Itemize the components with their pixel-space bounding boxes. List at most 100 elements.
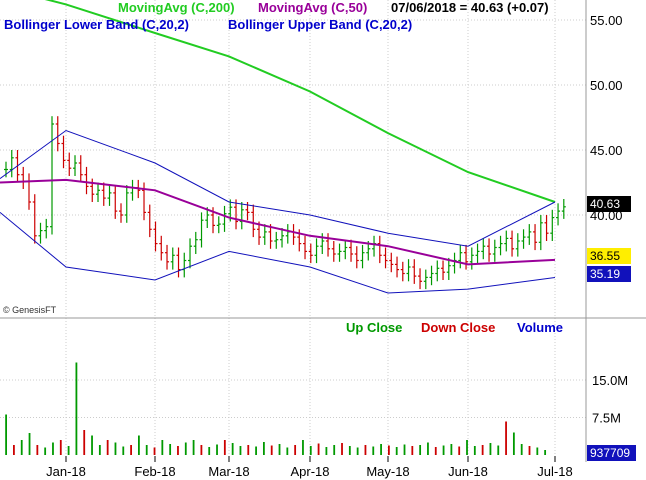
up-candle xyxy=(550,209,555,241)
up-candle xyxy=(38,222,43,244)
down-candle xyxy=(268,224,273,249)
volume-bar xyxy=(544,450,547,455)
down-candle xyxy=(354,246,359,269)
down-candle xyxy=(67,152,72,176)
volume-bar xyxy=(247,445,250,455)
down-candle xyxy=(84,166,89,195)
legend-down-close: Down Close xyxy=(421,320,496,335)
up-candle xyxy=(406,259,411,282)
volume-bar xyxy=(138,435,140,455)
volume-bar xyxy=(200,445,203,455)
down-candle xyxy=(153,221,158,252)
credit-label: © GenesisFT xyxy=(3,305,57,315)
up-candle xyxy=(521,229,526,249)
volume-bar xyxy=(153,447,156,455)
volume-bar xyxy=(372,446,375,455)
volume-bar xyxy=(505,421,507,455)
up-candle xyxy=(446,257,451,280)
down-candle xyxy=(395,256,400,278)
down-candle xyxy=(257,221,262,245)
indicator-lines xyxy=(0,0,556,294)
volume-bar xyxy=(114,442,117,455)
volume-bar xyxy=(13,445,15,455)
volume-bar xyxy=(59,440,62,455)
legend-ma50: MovingAvg (C,50) xyxy=(258,0,368,15)
volume-bar xyxy=(364,445,367,455)
month-tick-label: Feb-18 xyxy=(134,464,175,479)
price-tick-label: 45.00 xyxy=(590,143,623,158)
legend-ma200: MovingAvg (C,200) xyxy=(118,0,235,15)
volume-bars xyxy=(5,362,547,455)
up-candle xyxy=(285,224,290,244)
volume-bar xyxy=(192,440,195,455)
volume-bar xyxy=(262,442,265,455)
up-candle xyxy=(337,243,342,262)
month-tick-label: May-18 xyxy=(366,464,409,479)
volume-bar xyxy=(98,445,101,455)
up-candle xyxy=(435,260,440,282)
volume-bar xyxy=(44,447,47,455)
volume-bar xyxy=(356,447,359,455)
down-candle xyxy=(510,230,515,257)
up-candle xyxy=(73,155,78,176)
up-candle xyxy=(216,216,221,234)
bollinger-lower-line xyxy=(0,212,556,294)
up-candle xyxy=(9,150,14,178)
down-candle xyxy=(159,235,164,261)
up-candle xyxy=(124,185,129,223)
volume-bar xyxy=(333,445,336,455)
down-candle xyxy=(441,260,446,280)
up-candle xyxy=(280,228,285,248)
volume-bar xyxy=(450,444,453,455)
volume-bar xyxy=(520,444,523,455)
volume-bar xyxy=(481,445,484,455)
volume-bar xyxy=(184,442,187,455)
volume-bar xyxy=(28,433,31,455)
up-candle xyxy=(50,116,55,235)
month-tick-label: Mar-18 xyxy=(208,464,249,479)
month-tick-label: Apr-18 xyxy=(290,464,329,479)
up-candle xyxy=(193,231,198,254)
volume-bar xyxy=(83,430,86,455)
down-candle xyxy=(303,235,308,260)
volume-bar xyxy=(5,414,7,455)
volume-bar xyxy=(427,442,429,455)
month-tick-label: Jul-18 xyxy=(537,464,572,479)
down-candle xyxy=(61,135,66,169)
volume-bar xyxy=(380,444,382,455)
volume-bar xyxy=(536,447,539,455)
volume-bar xyxy=(239,446,242,455)
volume-bar xyxy=(466,440,468,455)
up-candle xyxy=(199,212,204,248)
up-candle xyxy=(96,182,101,202)
down-candle xyxy=(55,116,60,152)
down-candle xyxy=(176,247,181,278)
up-candle xyxy=(239,202,244,230)
down-candle xyxy=(533,224,538,251)
volume-bar xyxy=(473,446,476,455)
up-candle xyxy=(423,269,428,290)
up-candle xyxy=(343,239,348,260)
volume-bar xyxy=(309,446,312,455)
volume-bar xyxy=(434,447,437,455)
up-candle xyxy=(314,238,319,264)
volume-bar xyxy=(122,446,125,455)
volume-bar xyxy=(216,444,218,455)
volume-bar xyxy=(161,440,164,455)
up-candle xyxy=(182,252,187,278)
up-candle xyxy=(469,247,474,270)
volume-bar xyxy=(177,446,179,455)
volume-bar xyxy=(208,447,211,455)
volume-bar xyxy=(419,445,422,455)
down-candle xyxy=(349,239,354,262)
up-candle xyxy=(130,179,135,201)
down-candle xyxy=(326,233,331,257)
volume-bar xyxy=(231,443,234,455)
up-candle xyxy=(262,224,267,245)
down-candle xyxy=(251,204,256,238)
volume-bar xyxy=(411,446,414,455)
volume-bar xyxy=(302,440,304,455)
up-candle xyxy=(556,203,561,226)
down-candle xyxy=(78,155,83,183)
